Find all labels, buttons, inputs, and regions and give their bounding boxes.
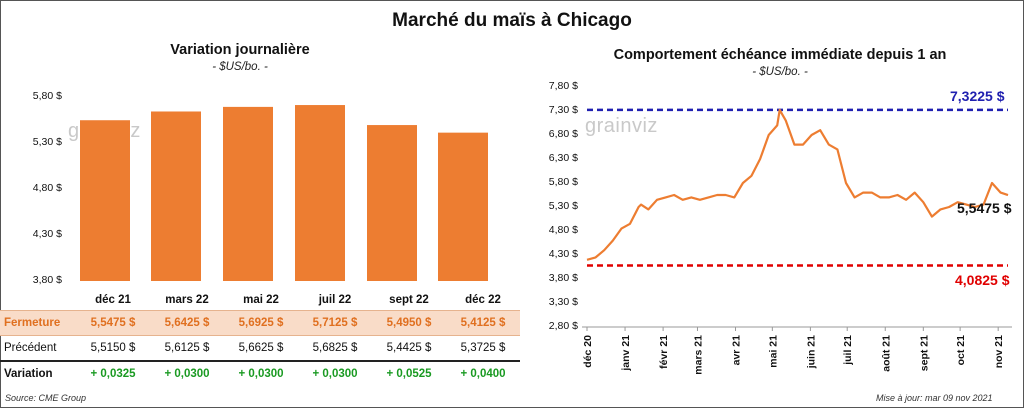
source-note: Source: CME Group [5, 393, 87, 403]
update-note: Mise à jour: mar 09 nov 2021 [876, 393, 993, 403]
close-value: 5,4125 $ [446, 310, 520, 336]
right-y-tick-label: 3,30 $ [548, 296, 578, 308]
right-unit: - $US/bo. - [752, 66, 808, 78]
right-y-tick-label: 7,80 $ [548, 80, 578, 92]
close-value: 5,6425 $ [150, 310, 224, 336]
row-label-previous: Précédent [0, 335, 76, 362]
main-title: Marché du maïs à Chicago [392, 10, 632, 31]
bar [223, 106, 273, 281]
close-row: Fermeture 5,5475 $ 5,6425 $ 5,6925 $ 5,7… [0, 310, 520, 336]
price-table: déc 21 mars 22 mai 22 juil 22 sept 22 dé… [0, 290, 520, 386]
x-tick-label: mars 21 [692, 335, 704, 375]
bar [367, 125, 417, 281]
row-label-close: Fermeture [0, 310, 76, 336]
variation-value: + 0,0325 [90, 368, 136, 380]
x-tick-label: déc 20 [582, 335, 594, 368]
bar-chart [80, 105, 488, 282]
variation-value: + 0,0400 [460, 368, 506, 380]
right-y-tick-label: 4,30 $ [548, 248, 578, 260]
row-label-variation: Variation [4, 368, 53, 380]
right-y-tick-label: 5,30 $ [548, 200, 578, 212]
left-y-tick-label: 5,30 $ [32, 136, 62, 148]
x-tick-label: août 21 [880, 335, 892, 372]
variation-value: + 0,0300 [164, 368, 210, 380]
column-header: mai 22 [243, 294, 279, 306]
high-label: 7,3225 $ [950, 88, 1005, 104]
x-tick-label: janv 21 [620, 335, 632, 372]
variation-row: Variation + 0,0325 + 0,0300 + 0,0300 + 0… [0, 361, 520, 386]
last-price-label: 5,5475 $ [957, 200, 1012, 216]
column-header: déc 22 [465, 294, 501, 306]
left-y-tick-label: 4,80 $ [32, 182, 62, 194]
right-subtitle: Comportement échéance immédiate depuis 1… [613, 47, 947, 63]
column-header: sept 22 [389, 294, 429, 306]
close-value: 5,4950 $ [372, 310, 446, 336]
bar [80, 120, 130, 281]
previous-value: 5,6125 $ [150, 335, 224, 362]
previous-value: 5,4425 $ [372, 335, 446, 362]
left-y-tick-label: 5,80 $ [32, 90, 62, 102]
bar [438, 132, 488, 281]
low-label: 4,0825 $ [955, 272, 1010, 288]
column-header: juil 22 [318, 294, 352, 306]
variation-value: + 0,0300 [238, 368, 284, 380]
price-series-line [586, 108, 1009, 261]
variation-value: + 0,0525 [386, 368, 432, 380]
left-unit: - $US/bo. - [212, 61, 268, 73]
right-y-tick-label: 5,80 $ [548, 176, 578, 188]
previous-value: 5,5150 $ [76, 335, 150, 362]
right-y-tick-label: 2,80 $ [548, 320, 578, 332]
x-tick-label: juin 21 [805, 335, 817, 369]
right-y-tick-label: 4,80 $ [548, 224, 578, 236]
bar [295, 105, 345, 281]
right-y-tick-label: 6,80 $ [548, 128, 578, 140]
x-tick-label: févr 21 [658, 335, 670, 369]
left-y-tick-label: 3,80 $ [32, 274, 62, 286]
previous-row: Précédent 5,5150 $ 5,6125 $ 5,6625 $ 5,6… [0, 335, 520, 362]
right-watermark: grainviz [585, 115, 658, 137]
right-y-tick-label: 6,30 $ [548, 152, 578, 164]
right-y-tick-label: 3,80 $ [548, 272, 578, 284]
close-value: 5,7125 $ [298, 310, 372, 336]
previous-value: 5,3725 $ [446, 335, 520, 362]
x-tick-label: juil 21 [842, 335, 854, 366]
close-value: 5,6925 $ [224, 310, 298, 336]
x-tick-label: mai 21 [767, 335, 779, 368]
x-tick-label: oct 21 [955, 335, 967, 366]
previous-value: 5,6625 $ [224, 335, 298, 362]
x-tick-label: nov 21 [993, 335, 1005, 368]
variation-value: + 0,0300 [312, 368, 358, 380]
x-tick-label: sept 21 [918, 335, 930, 371]
close-value: 5,5475 $ [76, 310, 150, 336]
column-header: mars 22 [165, 294, 209, 306]
previous-value: 5,6825 $ [298, 335, 372, 362]
column-header: déc 21 [95, 294, 131, 306]
x-tick-label: avr 21 [731, 335, 743, 366]
right-y-tick-label: 7,30 $ [548, 104, 578, 116]
table-header-row: déc 21 mars 22 mai 22 juil 22 sept 22 dé… [0, 290, 520, 311]
left-subtitle: Variation journalière [170, 42, 310, 58]
left-y-tick-label: 4,30 $ [32, 228, 62, 240]
bar [151, 111, 201, 282]
